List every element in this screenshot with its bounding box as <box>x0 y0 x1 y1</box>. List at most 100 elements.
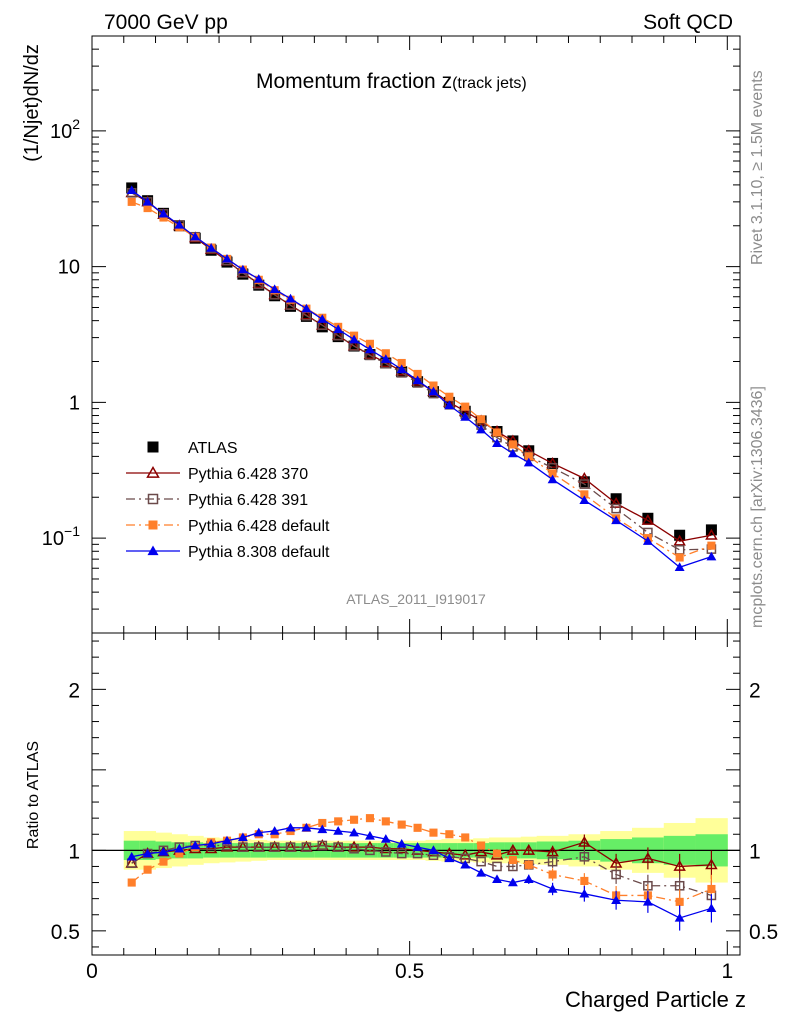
ratio-point <box>395 842 408 854</box>
data-point <box>476 424 487 434</box>
data-point <box>492 428 502 437</box>
ratio-point <box>429 828 438 837</box>
legend-marker <box>147 441 159 453</box>
main-title-sub: (track jets) <box>452 75 527 92</box>
ratio-point <box>301 842 312 852</box>
ratio-point <box>642 896 653 906</box>
ratio-point <box>522 843 536 855</box>
data-point <box>547 474 558 484</box>
data-point <box>524 452 533 461</box>
ratio-point <box>381 847 391 857</box>
ratio-point <box>334 817 343 826</box>
ratio-series-pythia-8-308-default <box>126 822 717 931</box>
ratio-point <box>364 830 375 840</box>
ratio-point <box>349 827 360 837</box>
ratio-point <box>611 895 622 904</box>
ratio-point <box>253 842 264 852</box>
data-point <box>159 213 168 222</box>
data-point <box>349 334 360 344</box>
series-atlas <box>126 182 717 541</box>
data-point <box>397 358 406 368</box>
side-text-top: Rivet 3.1.10, ≥ 1.5M events <box>749 70 766 265</box>
ratio-point <box>508 855 517 865</box>
ratio-point <box>347 840 361 852</box>
ratio-point <box>253 827 264 837</box>
ratio-point <box>428 845 439 855</box>
data-point <box>546 456 559 468</box>
ratio-ticks: 0.5 0.5 1 1 2 2 0 0.5 1 <box>51 633 778 983</box>
ratio-point <box>492 861 502 872</box>
data-point <box>364 344 375 354</box>
ratio-point <box>174 843 185 853</box>
ratio-point <box>158 847 169 856</box>
data-point <box>523 457 534 467</box>
ratio-point <box>220 840 234 852</box>
ratio-point <box>444 853 455 863</box>
data-point <box>253 279 265 291</box>
ratio-point <box>492 849 502 858</box>
ratio-point <box>396 838 407 848</box>
xtick-label: 1 <box>721 960 733 983</box>
legend-label: Pythia 6.428 391 <box>188 492 308 509</box>
ratio-point <box>506 843 520 855</box>
data-point <box>174 219 185 229</box>
data-point <box>461 402 470 411</box>
xlabel: Charged Particle z <box>565 987 746 1012</box>
data-point <box>508 440 517 449</box>
watermark: ATLAS_2011_I919017 <box>346 591 486 607</box>
data-point <box>127 197 136 206</box>
data-point <box>237 264 248 274</box>
ratio-series-pythia-6-428-391 <box>126 840 717 910</box>
legend-entry: Pythia 8.308 default <box>126 544 330 561</box>
main-ytick-label: 10−1 <box>42 523 80 550</box>
ratio-point <box>285 842 296 852</box>
ratio-point <box>705 858 718 870</box>
ratio-ytick-label-right: 2 <box>749 679 761 702</box>
data-point <box>642 512 654 524</box>
data-point <box>237 268 249 280</box>
ytick-base: 10 <box>42 528 64 550</box>
data-point <box>285 300 297 312</box>
data-point <box>332 331 344 343</box>
data-point <box>253 274 264 283</box>
ratio-point <box>350 815 359 824</box>
ratio-ytick-label: 0.5 <box>51 921 80 944</box>
ratio-point <box>222 835 232 845</box>
ratio-point <box>476 867 487 877</box>
main-ylabel: (1/Njet)dN/dz <box>21 44 43 162</box>
data-point <box>642 536 653 545</box>
ratio-point <box>445 830 454 839</box>
data-point <box>641 513 655 525</box>
ratio-point <box>507 877 518 887</box>
data-point <box>365 339 374 348</box>
ratio-ytick-label-right: 1 <box>749 840 761 863</box>
data-point <box>673 534 686 546</box>
main-ytick-label: 1 <box>69 392 80 414</box>
data-point <box>580 490 589 499</box>
ratio-point <box>365 814 374 823</box>
legend-marker <box>147 493 159 505</box>
ratio-point <box>237 832 248 842</box>
data-point <box>301 303 312 313</box>
data-point <box>675 553 684 562</box>
data-point <box>707 541 716 550</box>
ytick-exp: 2 <box>72 116 80 132</box>
legend-label: Pythia 6.428 370 <box>188 466 308 483</box>
main-ytick-label: 102 <box>50 116 80 143</box>
ytick-base: 10 <box>50 121 72 143</box>
ratio-point <box>317 824 328 834</box>
ratio-point <box>461 833 470 842</box>
xtick-label: 0.5 <box>395 960 424 983</box>
data-point <box>143 204 152 213</box>
main-series <box>125 182 718 571</box>
ratio-point <box>675 897 684 906</box>
data-point <box>333 324 344 334</box>
ratio-point <box>349 843 359 854</box>
ratio-point <box>127 878 136 887</box>
data-point <box>444 400 455 410</box>
ratio-point <box>673 859 686 871</box>
ratio-point <box>333 842 343 852</box>
header-right: Soft QCD <box>643 11 733 34</box>
ratio-point <box>413 823 422 832</box>
main-ytick-label: 10 <box>58 257 80 279</box>
